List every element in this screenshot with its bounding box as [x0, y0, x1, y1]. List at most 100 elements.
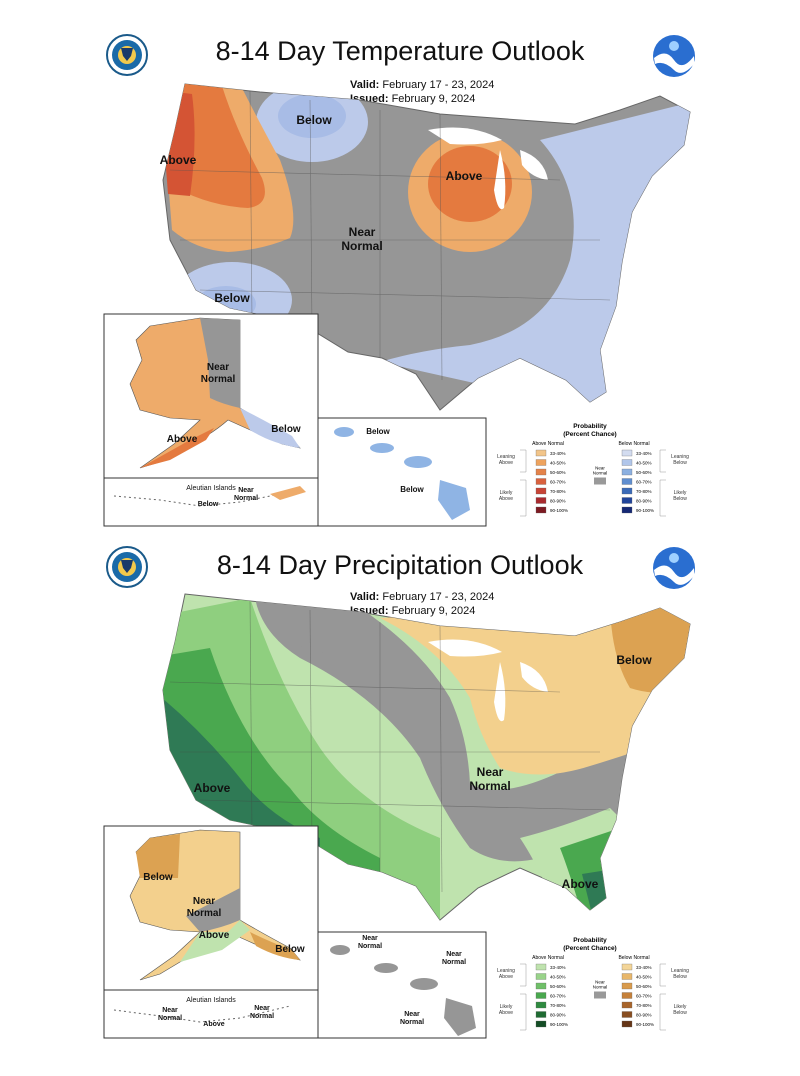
noaa-logo-icon — [653, 35, 695, 77]
legend-likely-below-2: Below — [673, 496, 687, 502]
legend-below-swatch — [621, 459, 633, 466]
legend-above-header: Above Normal — [532, 955, 564, 961]
aleutian-label-near: Near — [162, 1007, 178, 1014]
precipitation-map: Above Above Below Near Normal Below Near… — [103, 593, 691, 1039]
legend-above-swatch — [535, 992, 547, 999]
aleutian-label-above: Above — [203, 1021, 225, 1028]
alaska-label-below: Below — [143, 872, 173, 883]
legend-leaning-below-1: Leaning — [671, 454, 689, 460]
lake-huron — [520, 662, 548, 692]
legend-likely-above-2: Above — [499, 1010, 513, 1016]
lake-huron — [520, 150, 548, 180]
legend-below-swatch — [621, 1011, 633, 1018]
legend-leaning-above-1: Leaning — [497, 454, 515, 460]
legend-leaning-above-2: Above — [499, 974, 513, 980]
temperature-map: Above Above Below Below Near Normal Near… — [103, 83, 691, 527]
doc-seal-icon — [106, 546, 148, 588]
legend-above-bin-label: 90-100% — [550, 1022, 568, 1027]
legend-above-header: Above Normal — [532, 441, 564, 447]
lake-superior — [428, 639, 502, 657]
label-near-normal-1: Near — [477, 765, 504, 779]
legend-above-swatch — [535, 982, 547, 990]
temperature-legend: Probability(Percent Chance) Above Normal B… — [497, 423, 689, 517]
legend-above-bin-label: 90-100% — [550, 508, 568, 513]
legend-title-line-1: Probability — [573, 937, 607, 944]
legend-above-swatch — [535, 487, 547, 495]
legend-likely-below-2: Below — [673, 1010, 687, 1016]
issued-date: February 9, 2024 — [391, 93, 476, 105]
legend-below-bin-label: 60-70% — [636, 480, 652, 485]
alaska-above-region — [180, 920, 250, 962]
valid-issued-dates: Valid: February 17 - 23, 2024 Issued: Fe… — [350, 590, 494, 618]
legend-above-bin-label: 60-70% — [550, 480, 566, 485]
label-near-normal-2: Normal — [469, 779, 510, 793]
legend-likely-above-1: Likely — [500, 490, 513, 496]
hawaii-label-below-2: Below — [400, 485, 424, 494]
legend-above-bin-label: 70-80% — [550, 1003, 566, 1008]
big-island — [444, 998, 476, 1036]
legend-title-line-2: (Percent Chance) — [563, 945, 616, 952]
legend-likely-above-1: Likely — [500, 1004, 513, 1010]
legend-above-bin-label: 50-60% — [550, 984, 566, 989]
doc-seal-icon — [106, 34, 148, 76]
legend-below-bin-label: 90-100% — [636, 508, 654, 513]
alaska-label-near-2: Normal — [201, 374, 236, 385]
legend-below-bin-label: 33-40% — [636, 451, 652, 456]
legend-below-bin-label: 80-90% — [636, 499, 652, 504]
legend-below-swatch — [621, 506, 633, 514]
legend-above-bin-label: 50-60% — [550, 470, 566, 475]
legend-below-bin-label: 50-60% — [636, 984, 652, 989]
hawaii-label-near-3b: Normal — [400, 1019, 424, 1026]
hawaii-label-near-1a: Near — [362, 935, 378, 942]
aleutian-title: Aleutian Islands — [186, 997, 236, 1004]
legend-below-swatch — [621, 497, 633, 504]
alaska-southeast-below — [250, 932, 300, 960]
alaska-label-above: Above — [167, 434, 198, 445]
aleutian-chain — [113, 491, 291, 507]
legend-near-label-1: Near — [595, 980, 605, 985]
legend-below-swatch — [621, 449, 633, 457]
aleutian-inset — [103, 989, 319, 1039]
valid-date: February 17 - 23, 2024 — [382, 79, 495, 91]
aleutian-chain — [113, 1005, 291, 1023]
florida-above-max — [582, 868, 620, 918]
label-above-california: Above — [194, 781, 231, 795]
maui-island — [404, 456, 432, 468]
legend-bracket — [520, 479, 527, 517]
legend-leaning-above-2: Above — [499, 460, 513, 466]
legend-below-bin-label: 90-100% — [636, 1022, 654, 1027]
aleutian-label-normal: Normal — [158, 1015, 182, 1022]
label-below-southwest: Below — [214, 291, 250, 305]
aleutian-label-normal-2: Normal — [250, 1013, 274, 1020]
legend-below-swatch — [621, 487, 633, 495]
legend-below-bin-label: 70-80% — [636, 489, 652, 494]
alaska-label-above: Above — [199, 930, 230, 941]
legend-above-bin-label: 33-40% — [550, 451, 566, 456]
valid-date: February 17 - 23, 2024 — [382, 591, 495, 603]
alaska-near-normal-region — [186, 888, 240, 932]
alaska-below-region — [240, 408, 300, 448]
legend-below-swatch — [621, 973, 633, 980]
aleutian-label-near: Near — [238, 487, 254, 494]
legend-near-label-2: Normal — [593, 985, 608, 990]
legend-above-swatch — [535, 963, 547, 971]
alaska-near-normal-region — [200, 318, 240, 408]
temperature-outlook-panel: 8-14 Day Temperature Outlook Valid: Febr… — [103, 34, 695, 527]
precipitation-legend: Probability(Percent Chance) Above Normal B… — [497, 937, 689, 1031]
big-island — [438, 480, 470, 520]
valid-label: Valid: — [350, 79, 380, 91]
legend-above-bin-label: 40-50% — [550, 461, 566, 466]
legend-leaning-above-1: Leaning — [497, 968, 515, 974]
valid-issued-dates: Valid: February 17 - 23, 2024 Issued: Fe… — [350, 78, 494, 106]
alaska-label-below-se: Below — [275, 944, 305, 955]
legend-leaning-below-2: Below — [673, 460, 687, 466]
legend-above-bin-label: 40-50% — [550, 975, 566, 980]
legend-bracket — [659, 993, 666, 1031]
legend-above-bin-label: 80-90% — [550, 1013, 566, 1018]
kauai-island — [334, 427, 354, 437]
label-above-florida: Above — [562, 877, 599, 891]
precipitation-outlook-panel: 8-14 Day Precipitation Outlook Valid: Fe… — [0, 538, 800, 1076]
legend-below-bin-label: 60-70% — [636, 994, 652, 999]
legend-above-bin-label: 80-90% — [550, 499, 566, 504]
kauai-island — [330, 945, 350, 955]
